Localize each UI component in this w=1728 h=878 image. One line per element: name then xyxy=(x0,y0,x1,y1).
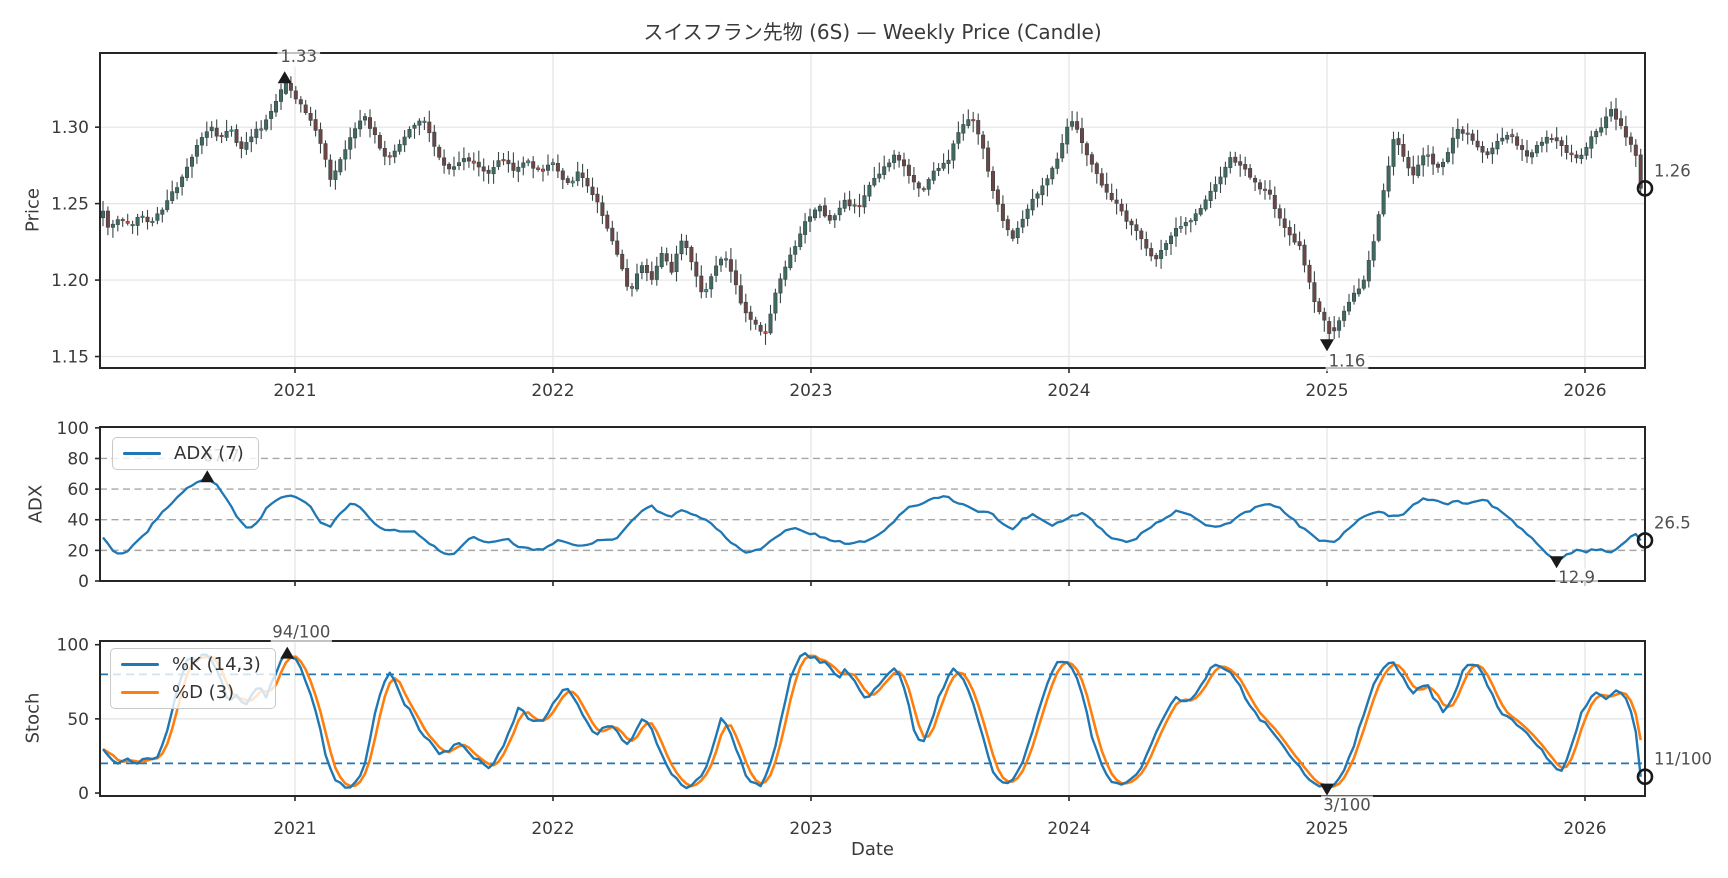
stoch-max-marker xyxy=(280,646,295,659)
adx-axis-label: ADX xyxy=(25,484,47,524)
stoch-ytick-label: 100 xyxy=(57,636,89,656)
price-axis-label: Price xyxy=(22,188,44,232)
price-panel-axes: 1.15 1.20 1.25 1.30 xyxy=(51,52,1646,373)
stoch-panel-grid xyxy=(100,641,1645,796)
stoch-last-marker xyxy=(1636,768,1654,786)
percent-d-legend-entry: %D (3) xyxy=(121,682,261,703)
percent-k-line-swatch xyxy=(121,662,159,667)
stoch-xtick-label: 2022 xyxy=(531,819,574,839)
price-ytick-label: 1.25 xyxy=(51,195,89,215)
price-last-marker xyxy=(1636,180,1654,197)
stoch-percent-d-line xyxy=(102,654,1642,789)
adx-ytick-label: 40 xyxy=(67,511,89,531)
percent-d-legend-label: %D (3) xyxy=(172,682,235,703)
adx-ytick-label: 100 xyxy=(57,419,89,439)
adx-ytick-label: 0 xyxy=(78,572,89,592)
price-xtick-label: 2022 xyxy=(531,381,574,401)
price-xtick-label: 2025 xyxy=(1305,381,1348,401)
adx-panel-grid xyxy=(100,427,1645,581)
chart-title: スイスフラン先物 (6S) — Weekly Price (Candle) xyxy=(643,20,1102,44)
stoch-annotation: 3/100 xyxy=(1323,796,1371,815)
price-ytick-label: 1.15 xyxy=(51,348,89,368)
stoch-panel-axes: 0 50 100 xyxy=(57,636,1646,804)
stoch-xtick-label: 2025 xyxy=(1305,819,1348,839)
adx-last-marker xyxy=(1636,532,1654,549)
price-xtick-label: 2021 xyxy=(273,381,316,401)
price-max-marker xyxy=(277,71,292,84)
stoch-percent-k-line xyxy=(102,652,1642,790)
price-xtick-label: 2023 xyxy=(789,381,832,401)
stoch-xtick-label: 2026 xyxy=(1563,819,1606,839)
price-min-marker xyxy=(1319,339,1334,352)
stoch-ytick-label: 0 xyxy=(78,784,89,804)
stoch-xtick-label: 2021 xyxy=(273,819,316,839)
stoch-xtick-label: 2024 xyxy=(1047,819,1090,839)
price-panel-grid xyxy=(100,53,1645,368)
adx-panel-axes: 0 20 40 60 80 100 xyxy=(57,419,1646,592)
adx-ytick-label: 20 xyxy=(67,541,89,561)
adx-legend-entry: ADX (7) xyxy=(123,443,244,464)
price-ytick-label: 1.30 xyxy=(51,118,89,138)
percent-k-legend-label: %K (14,3) xyxy=(172,654,261,675)
price-annotation: 1.16 xyxy=(1329,351,1366,370)
date-axis-label: Date xyxy=(850,839,895,860)
price-annotation: 1.26 xyxy=(1654,161,1691,180)
stoch-annotation: 11/100 xyxy=(1654,750,1712,769)
adx-annotation: 12.9 xyxy=(1558,568,1595,587)
adx-ytick-label: 80 xyxy=(67,450,89,470)
adx-line-swatch xyxy=(123,451,161,456)
percent-k-legend-entry: %K (14,3) xyxy=(121,654,261,675)
stoch-ytick-label: 50 xyxy=(67,710,89,730)
price-xtick-label: 2026 xyxy=(1563,381,1606,401)
stoch-xtick-label: 2023 xyxy=(789,819,832,839)
stoch-min-marker xyxy=(1319,783,1334,796)
adx-legend: ADX (7) xyxy=(112,437,259,470)
adx-min-marker xyxy=(1549,556,1564,569)
adx-legend-label: ADX (7) xyxy=(174,443,244,464)
stoch-annotation: 94/100 xyxy=(272,623,330,642)
adx-line xyxy=(102,476,1642,563)
adx-annotation: 26.5 xyxy=(1654,513,1691,532)
adx-max-marker xyxy=(200,470,215,483)
adx-ytick-label: 60 xyxy=(67,480,89,500)
stoch-axis-label: Stoch xyxy=(22,692,44,744)
price-candles xyxy=(101,76,1643,345)
percent-d-line-swatch xyxy=(121,690,159,695)
price-ytick-label: 1.20 xyxy=(51,271,89,291)
price-annotation: 1.33 xyxy=(280,47,317,66)
stoch-legend: %K (14,3) %D (3) xyxy=(110,648,276,709)
price-xtick-label: 2024 xyxy=(1047,381,1090,401)
